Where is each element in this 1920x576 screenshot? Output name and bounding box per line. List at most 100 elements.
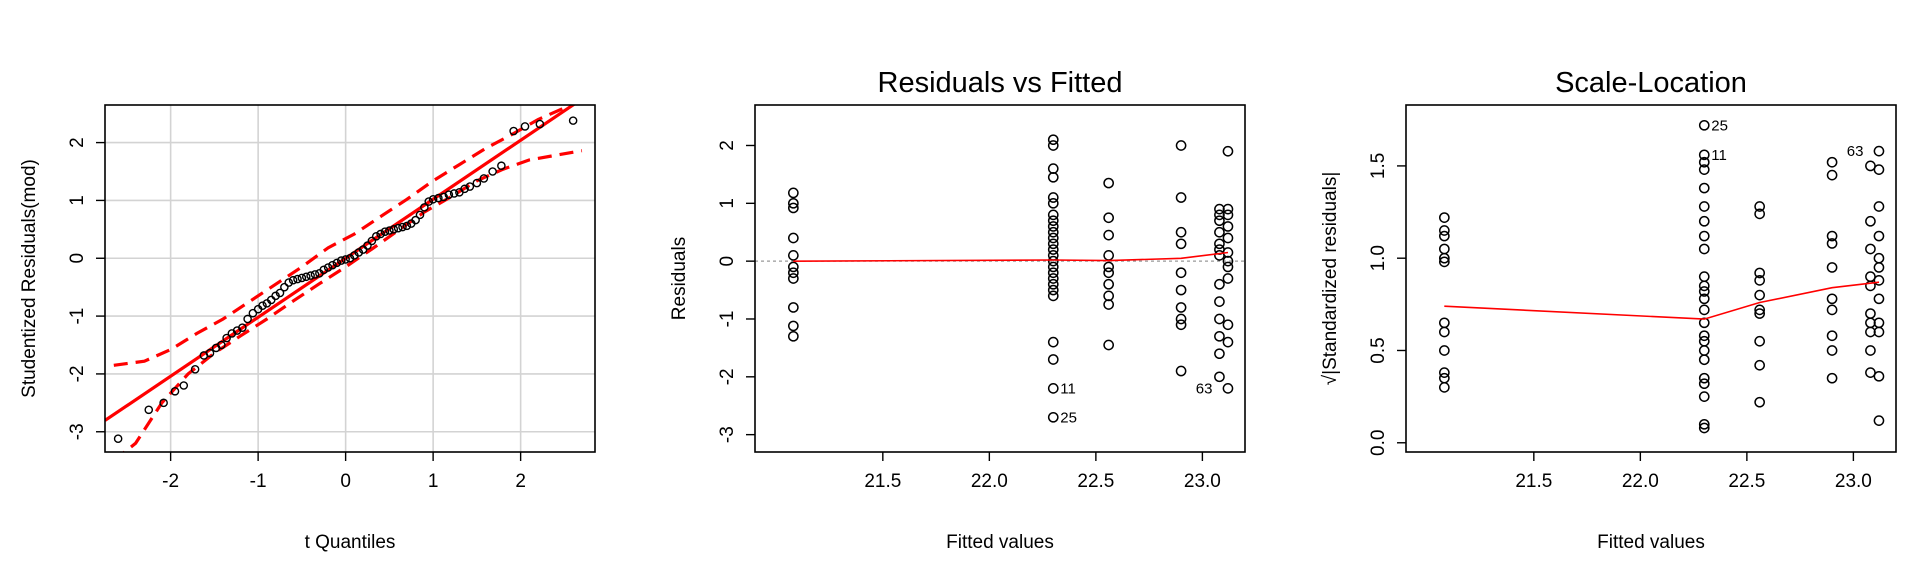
data-point [509,126,518,136]
plot-area [1438,119,1885,434]
data-point [1103,212,1115,224]
data-point [238,323,247,332]
data-point [787,320,799,332]
x-tick-label: 23.0 [1835,471,1872,492]
data-point [380,227,390,236]
data-point [1047,232,1059,244]
point-label: 11 [1711,147,1727,164]
y-tick-label: 1.0 [1368,245,1389,271]
data-point [323,263,333,272]
y-tick-label: 0 [67,253,88,264]
data-point [1826,293,1838,305]
data-point [472,178,482,188]
data-point [1214,296,1225,307]
data-point [332,258,342,268]
data-point [1754,289,1766,301]
data-point [1047,284,1059,296]
data-point [1438,225,1450,236]
data-point [1175,319,1187,331]
data-point [1826,262,1838,273]
data-point [1047,197,1059,209]
data-point [297,273,307,283]
data-point [787,197,799,209]
data-point [1438,256,1450,268]
data-point [222,333,231,343]
data-point [402,221,412,231]
data-point [1873,415,1885,426]
y-axis-label: Studentized Residuals(mod) [19,159,40,398]
data-point [385,226,394,235]
data-point [1698,271,1710,283]
data-point [787,187,799,199]
plot-frame [754,104,1246,453]
data-point [1698,182,1710,194]
data-point [787,202,799,214]
data-point [1826,330,1838,342]
data-point [787,261,799,273]
data-point [1047,140,1059,151]
data-point [787,232,799,244]
y-tick-label: 1.5 [1368,153,1389,179]
data-point [1103,250,1115,261]
data-point [787,330,799,342]
data-point [306,271,315,280]
data-point [1047,192,1059,203]
point-label: 11 [1060,380,1076,397]
data-point [1222,261,1234,273]
data-point [1754,359,1766,371]
y-tick-label: 0.5 [1368,337,1389,363]
panel-title: Scale-Location [1555,67,1747,99]
data-point [415,210,425,220]
data-point [1754,274,1766,286]
data-point [367,236,377,246]
x-tick-label: 22.0 [971,471,1008,492]
data-point [1698,304,1710,316]
data-point [205,348,215,358]
data-point [420,203,429,212]
data-point [258,301,267,310]
data-point [1047,278,1059,290]
x-tick-label: 22.5 [1077,471,1114,492]
smooth-line [1444,281,1880,320]
data-point [398,222,407,232]
data-point [1214,330,1225,342]
data-point [1873,274,1885,286]
data-point [1754,267,1766,279]
data-point [1047,215,1059,227]
data-point [1047,267,1059,279]
data-point [787,250,799,261]
data-point [1873,252,1885,264]
data-point [535,119,545,129]
data-point [1698,372,1710,384]
data-point [1214,313,1225,325]
data-point [1103,339,1115,351]
data-point [1047,354,1059,365]
data-point [144,405,154,415]
data-point [1438,243,1450,255]
x-axis-label: Fitted values [946,532,1054,553]
data-point [488,167,497,176]
data-point [1175,284,1187,296]
data-point [1047,238,1059,250]
data-point [1103,229,1115,241]
data-point [1826,345,1838,356]
data-point [1047,273,1059,284]
x-tick-label: 0 [340,471,351,492]
data-point [389,225,399,234]
x-axis-label: Fitted values [1597,532,1705,553]
data-point [444,190,454,199]
qq-plot-panel: -2 -1 0 1 2 -3 -2 -1 0 1 2 t Quantiles Studentized R… [19,104,596,553]
data-point [1438,212,1450,223]
data-point [1047,171,1059,183]
data-point [460,184,469,194]
data-point [310,270,320,279]
data-point [1754,201,1766,212]
data-point [1438,317,1450,329]
point-label: 63 [1196,380,1213,397]
data-point [434,193,443,203]
data-point [1873,262,1885,273]
y-tick-label: -3 [67,423,88,440]
data-point [1047,134,1059,146]
data-point [179,381,189,390]
